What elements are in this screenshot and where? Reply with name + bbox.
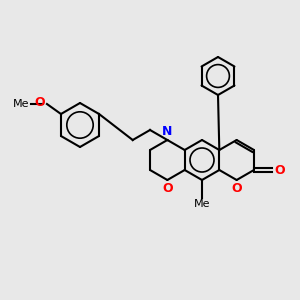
Text: O: O	[274, 164, 285, 176]
Text: N: N	[162, 125, 172, 138]
Text: Me: Me	[12, 99, 29, 109]
Text: O: O	[34, 97, 45, 110]
Text: O: O	[231, 182, 242, 195]
Text: Me: Me	[194, 199, 210, 209]
Text: O: O	[162, 182, 173, 195]
